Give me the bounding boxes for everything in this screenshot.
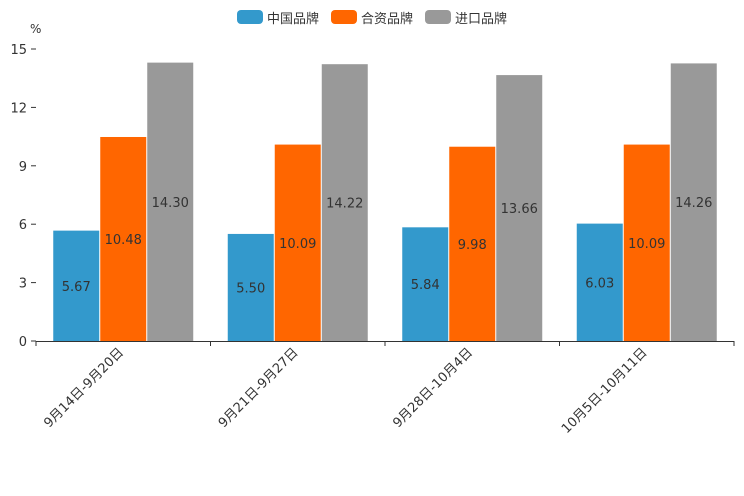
- legend-item-joint-venture-brand[interactable]: 合资品牌: [330, 8, 413, 27]
- x-tick-label: 10月5日-10月11日: [559, 345, 651, 437]
- y-tick-label: 0: [19, 335, 27, 350]
- bar-value-label: 13.66: [501, 202, 538, 217]
- x-tick-label: 9月28日-10月4日: [390, 345, 476, 431]
- bar-1-3[interactable]: [402, 227, 449, 341]
- bar-3-3[interactable]: [496, 75, 543, 342]
- chart-legend: 中国品牌 合资品牌 进口品牌: [0, 6, 744, 28]
- bar-2-4[interactable]: [623, 144, 670, 341]
- bar-2-3[interactable]: [449, 146, 496, 341]
- bar-3-4[interactable]: [670, 63, 717, 341]
- bar-value-label: 14.22: [326, 197, 363, 212]
- bar-value-label: 14.30: [152, 196, 189, 211]
- legend-item-china-brand[interactable]: 中国品牌: [236, 8, 319, 27]
- y-tick-label: 6: [19, 218, 27, 233]
- legend-label-china-brand: 中国品牌: [266, 11, 319, 27]
- y-tick-label: 3: [19, 277, 27, 292]
- y-axis: 0 3 6 9 12 15: [10, 43, 36, 350]
- bar-value-label: 6.03: [585, 276, 614, 291]
- y-tick-label: 12: [10, 101, 27, 116]
- legend-item-imported-brand[interactable]: 进口品牌: [425, 8, 507, 27]
- y-tick-label: 9: [19, 160, 27, 175]
- bar-3-2[interactable]: [321, 64, 368, 342]
- legend-swatch-imported-brand: [425, 10, 451, 24]
- legend-swatch-china-brand: [236, 10, 263, 24]
- y-axis-unit-label: %: [30, 22, 41, 36]
- x-axis: 9月14日-9月20日 9月21日-9月27日 9月28日-10月4日 10月5日-1…: [35, 341, 735, 437]
- bar-value-label: 10.48: [105, 233, 142, 248]
- bar-value-label: 14.26: [675, 196, 712, 211]
- y-tick-label: 15: [10, 43, 27, 58]
- bars-group: 5.67 10.48 14.30 5.50 10.09 14.22 5.84 9.98 13.6…: [53, 62, 717, 342]
- bar-2-1[interactable]: [100, 136, 147, 341]
- bar-value-label: 5.84: [411, 278, 440, 293]
- x-tick-label: 9月14日-9月20日: [41, 345, 127, 431]
- bar-3-1[interactable]: [147, 62, 194, 341]
- legend-label-imported-brand: 进口品牌: [455, 11, 508, 27]
- bar-value-label: 10.09: [279, 237, 316, 252]
- bar-value-label: 9.98: [458, 238, 487, 253]
- bar-value-label: 5.50: [236, 281, 265, 296]
- bar-value-label: 10.09: [628, 237, 665, 252]
- bar-1-4[interactable]: [576, 223, 623, 341]
- bar-1-2[interactable]: [227, 233, 274, 341]
- legend-swatch-joint-venture-brand: [330, 10, 357, 24]
- x-tick-label: 9月21日-9月27日: [216, 345, 302, 431]
- legend-label-joint-venture-brand: 合资品牌: [360, 11, 413, 27]
- bar-2-2[interactable]: [274, 144, 321, 341]
- bar-value-label: 5.67: [62, 280, 91, 295]
- bar-1-1[interactable]: [53, 230, 100, 341]
